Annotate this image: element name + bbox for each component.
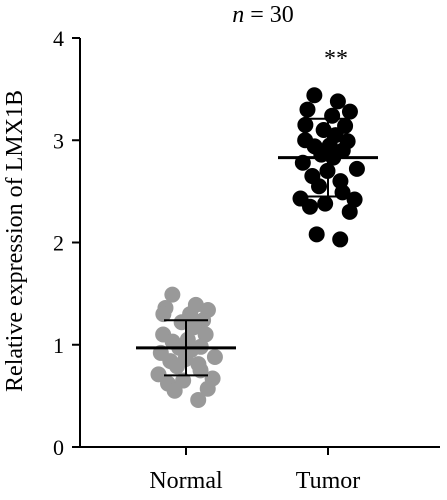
data-point-tumor — [348, 160, 365, 177]
data-point-tumor — [311, 178, 328, 195]
data-point-tumor — [341, 203, 358, 220]
category-labels: Normal Tumor — [149, 468, 360, 494]
chart-title-n: n — [232, 2, 244, 28]
data-point-tumor — [297, 116, 314, 133]
data-point-normal — [190, 391, 207, 408]
data-point-tumor — [332, 231, 349, 248]
data-point-tumor — [346, 191, 363, 208]
data-point-normal — [164, 286, 181, 303]
chart-title: n = 30 — [232, 2, 294, 28]
y-tick-label: 1 — [53, 333, 64, 358]
data-point-tumor — [341, 103, 358, 120]
x-category-label: Normal — [149, 468, 223, 494]
data-point-tumor — [317, 195, 334, 212]
y-tick-label: 4 — [53, 26, 64, 51]
y-tick-label: 0 — [53, 435, 64, 460]
x-category-label: Tumor — [296, 468, 360, 494]
data-point-tumor — [324, 107, 341, 124]
y-tick-label: 3 — [53, 128, 64, 153]
data-point-normal — [192, 362, 209, 379]
axes: 0 1 2 3 4 — [53, 26, 440, 460]
data-point-tumor — [308, 226, 325, 243]
data-point-tumor — [302, 198, 319, 215]
data-point-normal — [185, 319, 202, 336]
chart-title-count: = 30 — [244, 2, 294, 28]
data-point-normal — [197, 326, 214, 343]
data-point-tumor — [306, 87, 323, 104]
data-point-tumor — [299, 101, 316, 118]
significance-marker: ** — [324, 46, 348, 72]
y-axis-label: Relative expression of LMX1B — [2, 90, 28, 392]
data-points — [150, 87, 365, 408]
data-point-normal — [206, 349, 223, 366]
annotations: ** — [324, 46, 348, 72]
data-point-tumor — [329, 93, 346, 110]
data-point-normal — [155, 306, 172, 323]
data-point-normal — [169, 358, 186, 375]
summary-bars — [136, 117, 378, 377]
y-tick-label: 2 — [53, 231, 64, 256]
data-point-normal — [199, 380, 216, 397]
data-point-normal — [166, 382, 183, 399]
